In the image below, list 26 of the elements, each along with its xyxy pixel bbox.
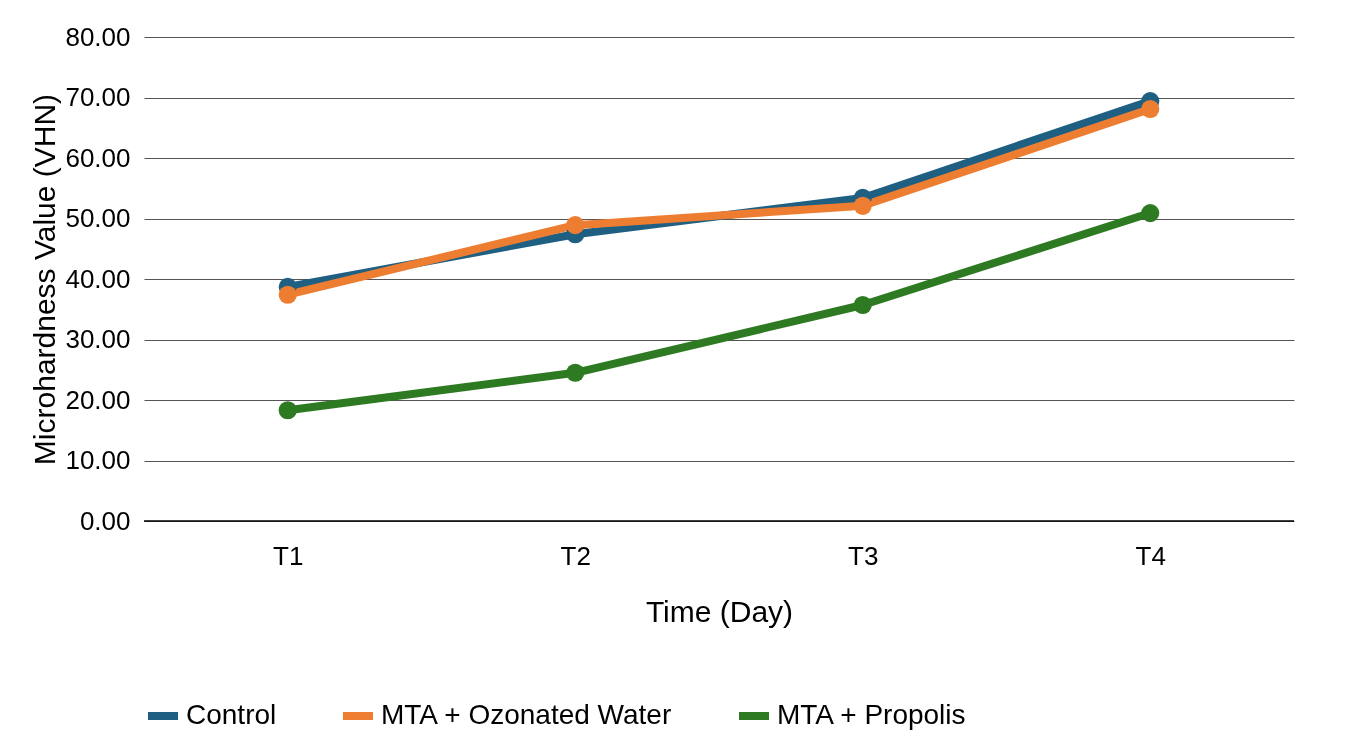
x-tick-label: T4 [1135,540,1166,571]
point [566,363,585,382]
legend-label: MTA + Ozonated Water [381,699,672,730]
legend-label: MTA + Propolis [777,699,966,730]
point [1141,99,1160,119]
point [1141,203,1160,223]
x-tick-label: T2 [560,540,591,571]
point [278,401,297,420]
point [853,196,872,215]
y-tick-label: 20.00 [65,384,131,415]
point [853,295,872,315]
x-axis-title: Time (Day) [645,594,794,628]
legend-label: Control [186,699,277,730]
y-tick-label: 70.00 [65,82,131,112]
y-axis-title: Microhardness Value (VHN) [28,93,62,466]
point [278,285,297,304]
y-tick-label: 0.00 [79,505,131,536]
y-tick-label: 50.00 [65,203,131,233]
x-tick-label: T3 [848,540,879,571]
x-tick-label: T1 [273,540,304,571]
y-tick-label: 60.00 [65,142,131,173]
y-tick-label: 40.00 [65,263,131,294]
y-tick-label: 30.00 [65,324,131,354]
y-tick-label: 80.00 [65,21,131,52]
y-tick-label: 10.00 [65,445,131,475]
point [566,216,585,235]
